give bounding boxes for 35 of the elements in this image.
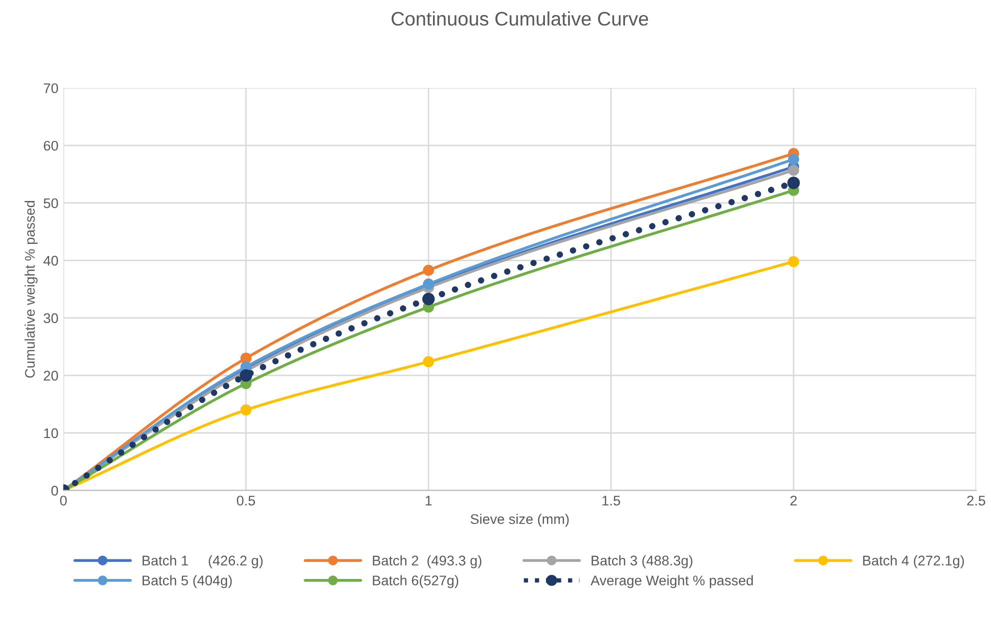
x-tick-label: 1.5 (602, 496, 620, 506)
x-axis-title: Sieve size (mm) (470, 514, 569, 527)
point (788, 154, 800, 165)
point (240, 404, 252, 416)
x-tick-label: 2.5 (967, 496, 986, 506)
point (788, 256, 800, 268)
point (787, 176, 800, 190)
point (788, 164, 800, 176)
legend-label: Average Weight % passed (590, 575, 753, 588)
legend-label: Batch 5 (404g) (142, 575, 232, 588)
y-tick-label: 60 (44, 140, 58, 151)
y-axis-title: Cumulative weight % passed (24, 200, 38, 378)
y-tick-label: 10 (44, 428, 58, 438)
y-tick-label: 50 (44, 198, 58, 208)
x-tick-label: 0 (60, 496, 67, 506)
legend-label: Batch 3 (488.3g) (592, 555, 692, 568)
x-tick-label: 2 (790, 496, 797, 506)
y-tick-label: 40 (43, 256, 58, 266)
y-tick-label: 0 (51, 486, 58, 496)
point (422, 292, 435, 306)
point (240, 369, 252, 382)
point (422, 278, 434, 290)
legend-label: Batch 1 (426.2 g) (142, 555, 263, 568)
y-tick-label: 30 (44, 313, 58, 324)
legend-label: Batch 4 (272.1g) (863, 555, 964, 568)
x-tick-label: 1 (426, 496, 432, 506)
y-tick-label: 70 (44, 83, 58, 94)
point (240, 352, 252, 364)
legend-label: Batch 2 (493.3 g) (372, 555, 482, 568)
chart-title: Continuous Cumulative Curve (392, 11, 648, 26)
legend-label: Batch 6(527g) (372, 575, 458, 588)
point (422, 356, 434, 368)
y-tick-label: 20 (44, 370, 58, 381)
x-tick-label: 0.5 (236, 496, 256, 506)
point (422, 264, 434, 276)
